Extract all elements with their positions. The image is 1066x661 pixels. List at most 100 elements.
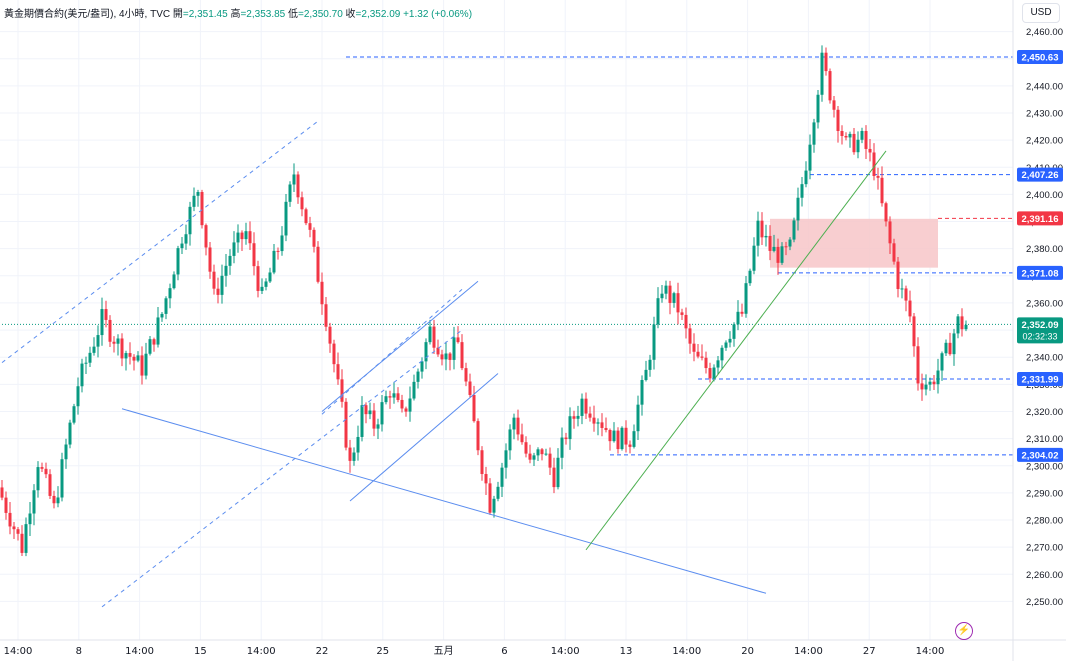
candle-down [600,422,604,428]
candle-up [956,316,960,334]
countdown-label: 02:32:33 [1022,331,1057,341]
candle-up [764,235,768,238]
candle-up [860,130,864,140]
candle-down [436,347,440,355]
candle-up [148,339,152,354]
candle-up [500,467,504,487]
candle-up [32,490,36,514]
candle-down [400,399,404,409]
candle-down [480,450,484,475]
candle-down [12,526,16,530]
price-tag [1017,167,1063,182]
candle-down [52,495,56,504]
price-tag-label: 2,371.08 [1022,268,1059,279]
high-label: 高 [230,9,241,20]
candle-up [580,398,584,416]
time-tick-label: 14:00 [551,646,580,657]
candle-up [416,371,420,382]
candle-up [744,283,748,314]
candle-up [444,353,448,360]
candle-down [528,453,532,460]
price-tick-label: 2,290.00 [1026,488,1063,499]
price-tag [1017,49,1063,64]
candle-down [876,175,880,178]
candle-up [156,317,160,345]
candle-down [628,444,632,447]
candle-down [324,304,328,327]
candle-up [712,367,716,379]
candle-up [820,52,824,95]
candle-up [620,427,624,450]
candle-up [360,405,364,437]
candle-up [116,338,120,344]
time-tick-label: 14:00 [672,646,701,657]
lightning-icon[interactable]: ⚡ [955,622,973,640]
price-tick-label: 2,440.00 [1026,81,1063,92]
candle-up [452,337,456,360]
candle-up [496,486,500,499]
candle-up [636,404,640,432]
candle-up [536,449,540,456]
candle-down [212,271,216,289]
candle-down [708,368,712,379]
candle-up [136,355,140,361]
candle-down [128,353,132,357]
candle-down [20,533,24,553]
price-tag-label: 2,331.99 [1022,374,1059,385]
open-value: =2,351.45 [182,9,228,20]
time-tick-label: 20 [741,646,754,657]
candle-up [392,393,396,398]
candle-up [656,298,660,325]
price-tag-label: 2,304.02 [1022,450,1059,461]
open-label: 開 [172,9,183,20]
candle-down [468,381,472,395]
candle-down [276,250,280,252]
candle-down [768,235,772,251]
candle-up [952,333,956,355]
candle-down [892,243,896,262]
time-axis: 14:00 8 14:00 15 14:00 22 25 五月 6 14:00 13 14:00 20 1… [0,639,1066,657]
candle-up [84,362,88,364]
candle-down [836,109,840,131]
price-tick-label: 2,430.00 [1026,108,1063,119]
candle-up [652,324,656,360]
candle-down [0,487,4,498]
candle-down [200,192,204,226]
candle-up [192,195,196,207]
candle-down [108,319,112,342]
currency-button[interactable]: USD [1022,3,1060,23]
candle-down [308,223,312,230]
candle-down [484,474,488,484]
candle-down [608,430,612,442]
time-tick-label: 五月 [434,645,454,657]
candle-down [932,381,936,385]
time-tick-label: 14:00 [4,646,33,657]
candle-down [4,497,8,513]
candle-up [640,380,644,405]
candle-down [784,246,788,248]
candle-down [676,293,680,313]
candle-up [284,201,288,236]
candle-down [132,356,136,361]
candle-down [296,174,300,198]
candle-up [272,250,276,273]
candle-down [912,316,916,347]
candle-down [588,413,592,418]
candle-up [88,352,92,363]
price-tick-label: 2,460.00 [1026,27,1063,38]
candle-up [76,386,80,407]
candle-down [208,247,212,272]
candle-up [56,497,60,504]
blue-trendline [121,408,767,594]
candle-up [736,311,740,325]
candle-down [112,341,116,344]
candle-up [804,170,808,185]
candle-down [516,417,520,435]
candle-up [384,396,388,403]
candle-down [44,468,48,475]
trendlines [1,120,887,608]
candle-up [672,293,676,303]
candle-up [780,246,784,263]
candle-up [196,192,200,196]
